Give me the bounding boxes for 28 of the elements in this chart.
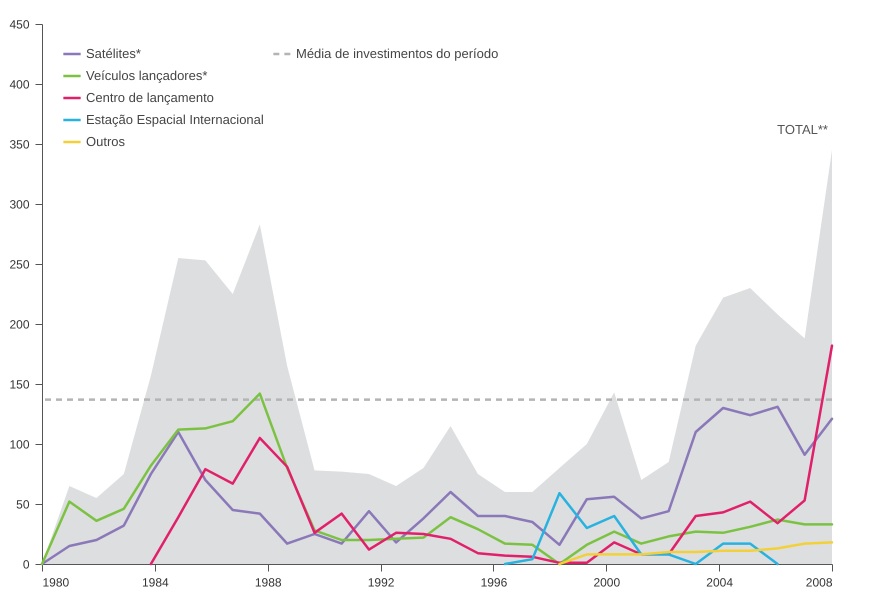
x-tick-label: 1992 [368, 576, 395, 590]
y-tick-label: 0 [22, 558, 30, 572]
legend-label: Satélites* [86, 46, 141, 61]
x-tick-label: 1988 [254, 576, 282, 590]
x-tick-label: 2008 [806, 576, 833, 590]
legend-label: Veículos lançadores* [86, 68, 208, 83]
y-tick-label: 200 [9, 318, 30, 332]
y-tick-label: 150 [9, 378, 30, 392]
x-tick-label: 2000 [593, 576, 620, 590]
x-tick-label: 1984 [142, 576, 170, 590]
line-series [558, 541, 834, 566]
y-tick-label: 400 [9, 78, 30, 92]
line-series [504, 492, 779, 566]
y-tick-label: 50 [16, 498, 30, 512]
y-tick-label: 100 [9, 438, 30, 452]
x-tick-label: 1980 [42, 576, 70, 590]
y-tick-label: 350 [9, 138, 30, 152]
legend-label: Outros [86, 134, 126, 149]
legend-label: Média de investimentos do período [296, 46, 498, 61]
y-tick-label: 250 [9, 258, 30, 272]
annotation: TOTAL** [777, 122, 828, 137]
line-series [150, 344, 834, 566]
x-tick-label: 1996 [480, 576, 508, 590]
legend-label: Centro de lançamento [86, 90, 214, 105]
y-tick-label: 450 [9, 18, 30, 32]
x-tick-label: 2004 [706, 576, 734, 590]
legend-label: Estação Espacial Internacional [86, 112, 264, 127]
y-tick-label: 300 [9, 198, 30, 212]
